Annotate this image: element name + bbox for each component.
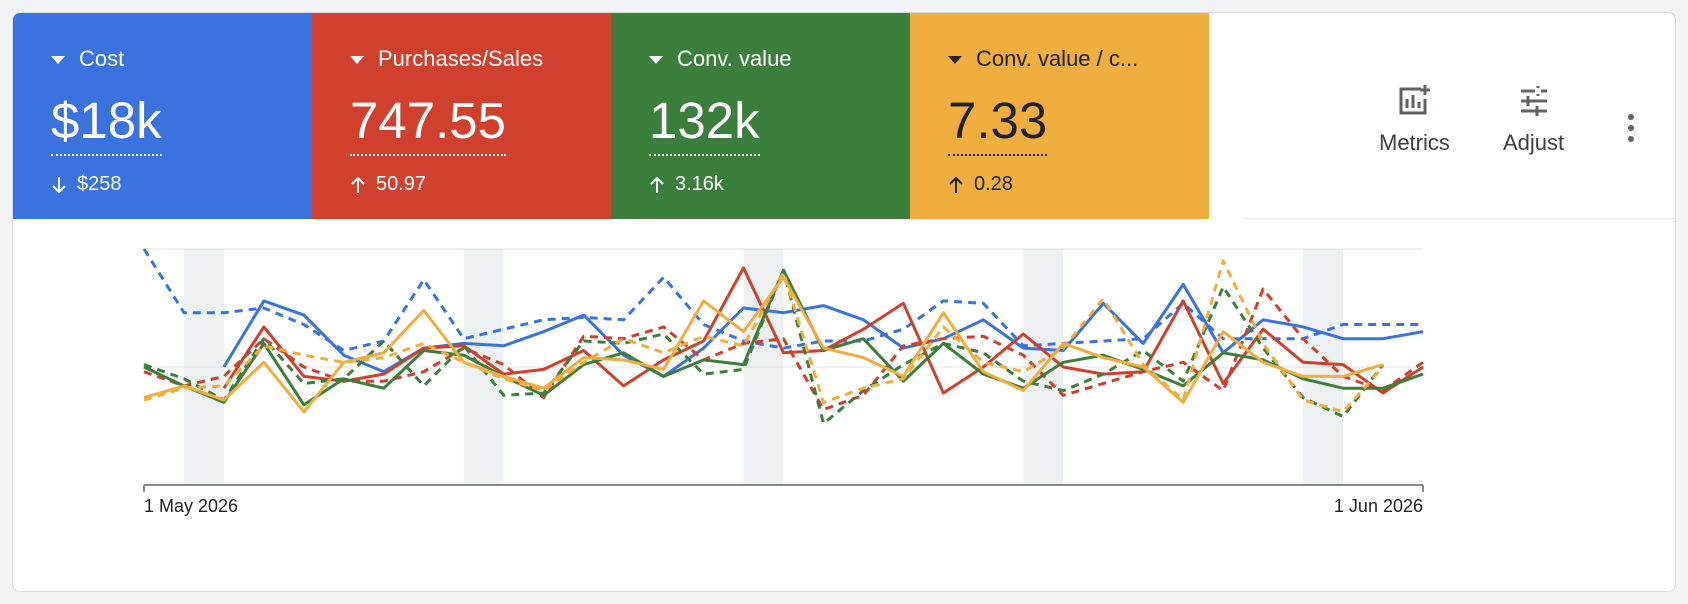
caret-down-icon[interactable] xyxy=(51,56,65,64)
scorecard-header[interactable]: Conv. value xyxy=(649,46,792,72)
metrics-button[interactable]: Metrics xyxy=(1379,85,1450,156)
scorecard-row: Cost $18k $258 Purchases/Sales 747.55 50… xyxy=(13,13,1209,219)
series-line-cost_prev xyxy=(142,248,1423,352)
line-chart: 1 May 2026 1 Jun 2026 xyxy=(142,248,1424,516)
scorecard-conv-value[interactable]: Conv. value 132k 3.16k xyxy=(611,13,910,219)
chart-series xyxy=(142,248,1424,426)
caret-down-icon[interactable] xyxy=(948,56,962,64)
scorecard-purchases[interactable]: Purchases/Sales 747.55 50.97 xyxy=(312,13,611,219)
caret-down-icon[interactable] xyxy=(350,56,364,64)
arrow-down-icon xyxy=(51,175,67,195)
series-line-conv_rate_prev xyxy=(143,259,1385,414)
scorecard-label: Cost xyxy=(79,46,125,71)
scorecard-conv-value-per-cost[interactable]: Conv. value / c... 7.33 0.28 xyxy=(910,13,1209,219)
scorecard-delta-value: $258 xyxy=(77,173,122,195)
metrics-label: Metrics xyxy=(1379,130,1450,155)
arrow-up-icon xyxy=(948,175,964,195)
scorecard-delta-value: 3.16k xyxy=(675,173,724,195)
series-line-conv_value_prev xyxy=(143,268,1385,426)
scorecard-value: 7.33 xyxy=(948,90,1048,156)
scorecard-value: $18k xyxy=(51,90,162,156)
tune-icon xyxy=(1517,85,1551,122)
scorecard-value: 132k xyxy=(649,90,760,156)
x-tick-start: 1 May 2026 xyxy=(144,496,238,516)
caret-down-icon[interactable] xyxy=(649,56,663,64)
x-tick-end: 1 Jun 2026 xyxy=(1334,496,1423,516)
add-chart-icon xyxy=(1397,85,1431,122)
scorecard-delta-value: 50.97 xyxy=(376,173,427,195)
arrow-up-icon xyxy=(350,175,366,195)
adjust-label: Adjust xyxy=(1503,130,1565,155)
scorecard-label: Purchases/Sales xyxy=(378,46,544,71)
scorecard-label: Conv. value / c... xyxy=(976,46,1139,71)
scorecard-header[interactable]: Cost xyxy=(51,46,124,72)
adjust-button[interactable]: Adjust xyxy=(1503,85,1564,156)
scorecard-header[interactable]: Conv. value / c... xyxy=(948,46,1138,72)
x-axis xyxy=(143,484,1424,492)
scorecard-delta: 3.16k xyxy=(649,173,724,196)
scorecard-label: Conv. value xyxy=(677,46,792,71)
gridlines xyxy=(144,248,1423,368)
scorecard-value: 747.55 xyxy=(350,90,506,156)
scorecard-delta: 50.97 xyxy=(350,173,426,196)
more-vert-icon[interactable] xyxy=(1624,114,1638,146)
scorecard-header[interactable]: Purchases/Sales xyxy=(350,46,543,72)
scorecard-delta: $258 xyxy=(51,173,122,196)
scorecard-delta-value: 0.28 xyxy=(974,173,1013,195)
scorecard-delta: 0.28 xyxy=(948,173,1013,196)
chart-actions: Metrics Adjust xyxy=(1243,13,1675,219)
scorecard-cost[interactable]: Cost $18k $258 xyxy=(13,13,312,219)
performance-card: Cost $18k $258 Purchases/Sales 747.55 50… xyxy=(12,12,1676,592)
arrow-up-icon xyxy=(649,175,665,195)
